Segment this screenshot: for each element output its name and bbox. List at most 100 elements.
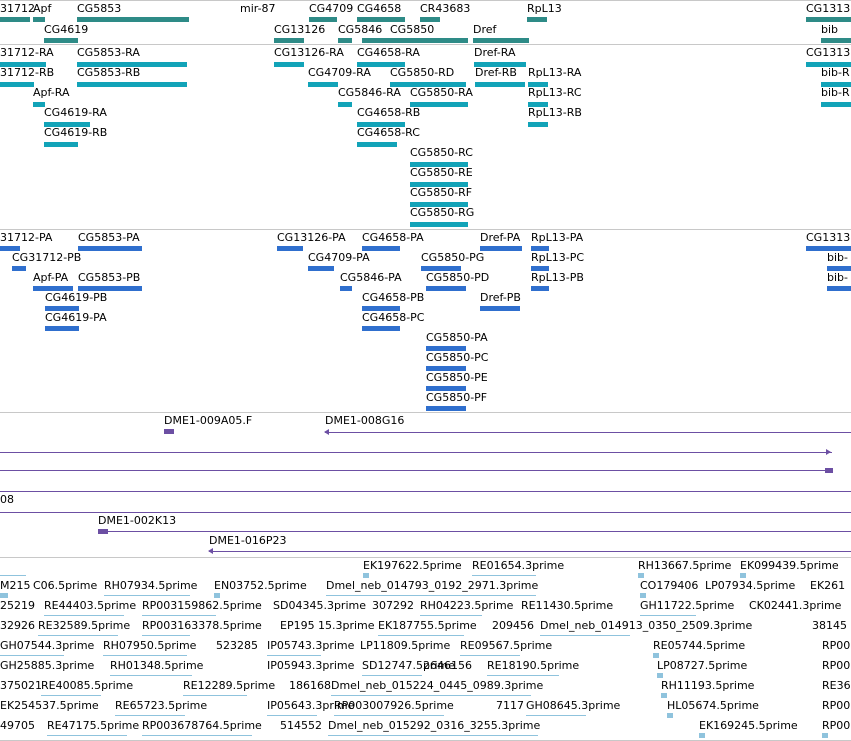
protein-bar[interactable]: [362, 326, 400, 331]
est-label[interactable]: 49705: [0, 719, 35, 732]
transcript-label[interactable]: CG5850-RE: [410, 166, 473, 179]
est-bar[interactable]: [0, 593, 8, 598]
est-label[interactable]: RH01348.5prime: [110, 659, 204, 672]
gene-label[interactable]: CR43683: [420, 2, 471, 15]
est-label[interactable]: GH11722.5prime: [640, 599, 735, 612]
gene-label[interactable]: CG5846: [338, 23, 383, 36]
gene-bar[interactable]: [0, 17, 30, 22]
est-label[interactable]: RE47175.5prime: [47, 719, 140, 732]
transcript-bar[interactable]: [528, 82, 548, 87]
est-label[interactable]: EK254537.5prime: [0, 699, 99, 712]
transcript-label[interactable]: CG5850-RF: [410, 186, 473, 199]
est-label[interactable]: CO179406: [640, 579, 699, 592]
protein-label[interactable]: CG5850-PE: [426, 371, 488, 384]
clone-line[interactable]: [0, 491, 851, 492]
protein-bar[interactable]: [78, 246, 142, 251]
est-line[interactable]: [460, 655, 520, 656]
protein-label[interactable]: bib-: [827, 271, 848, 284]
transcript-label[interactable]: CG5846-RA: [338, 86, 401, 99]
est-label[interactable]: RE18190.5prime: [487, 659, 580, 672]
est-label[interactable]: SD12747.5prime: [362, 659, 455, 672]
transcript-label[interactable]: CG5850-RD: [390, 66, 455, 79]
est-label[interactable]: RH13667.5prime: [638, 559, 732, 572]
est-label[interactable]: RE36: [822, 679, 851, 692]
est-label[interactable]: 38145: [812, 619, 847, 632]
est-line[interactable]: [104, 595, 190, 596]
est-line[interactable]: [420, 615, 482, 616]
est-bar[interactable]: [822, 733, 828, 738]
protein-label[interactable]: CG5850-PF: [426, 391, 488, 404]
est-label[interactable]: Dmel_neb_014793_0192_2971.3prime: [326, 579, 539, 592]
gene-label[interactable]: CG13126: [274, 23, 326, 36]
est-bar[interactable]: [214, 593, 220, 598]
est-line[interactable]: [267, 715, 317, 716]
protein-bar[interactable]: [421, 266, 461, 271]
transcript-label[interactable]: CG5853-RB: [77, 66, 141, 79]
est-line[interactable]: [640, 615, 696, 616]
transcript-label[interactable]: RpL13-RA: [528, 66, 582, 79]
transcript-label[interactable]: CG4619-RA: [44, 106, 107, 119]
transcript-label[interactable]: bib-R: [821, 66, 850, 79]
transcript-label[interactable]: CG4658-RB: [357, 106, 421, 119]
est-line[interactable]: [267, 655, 321, 656]
gene-bar[interactable]: [33, 17, 45, 22]
gene-label[interactable]: RpL13: [527, 2, 562, 15]
est-line[interactable]: [142, 735, 252, 736]
est-label[interactable]: C06.5prime: [33, 579, 98, 592]
est-line[interactable]: [472, 575, 536, 576]
est-label[interactable]: IP05943.3prime: [267, 659, 355, 672]
transcript-bar[interactable]: [357, 62, 405, 67]
protein-label[interactable]: CG4709-PA: [308, 251, 370, 264]
gene-label[interactable]: CG5850: [390, 23, 435, 36]
est-line[interactable]: [47, 735, 127, 736]
est-line[interactable]: [331, 695, 531, 696]
protein-bar[interactable]: [531, 286, 549, 291]
gene-bar[interactable]: [77, 17, 189, 22]
est-line[interactable]: [115, 715, 185, 716]
gene-bar[interactable]: [44, 38, 78, 43]
protein-label[interactable]: Apf-PA: [33, 271, 69, 284]
est-line[interactable]: [110, 675, 192, 676]
protein-bar[interactable]: [480, 306, 520, 311]
protein-bar[interactable]: [45, 326, 79, 331]
gene-bar[interactable]: [527, 17, 547, 22]
est-label[interactable]: RE12289.5prime: [183, 679, 276, 692]
est-label[interactable]: Dmel_neb_014913_0350_2509.3prime: [540, 619, 753, 632]
est-bar[interactable]: [653, 653, 659, 658]
transcript-label[interactable]: CG4709-RA: [308, 66, 371, 79]
est-label[interactable]: RP003163378.5prime: [142, 619, 262, 632]
clone-bar[interactable]: [164, 429, 174, 434]
est-line[interactable]: [183, 695, 247, 696]
est-bar[interactable]: [640, 593, 646, 598]
est-label[interactable]: SD04345.3prime: [273, 599, 366, 612]
est-label[interactable]: IP05743.3prime: [267, 639, 355, 652]
est-line[interactable]: [328, 735, 538, 736]
est-label[interactable]: Dmel_neb_015224_0445_0989.3prime: [331, 679, 544, 692]
transcript-bar[interactable]: [44, 142, 78, 147]
est-line[interactable]: [540, 635, 630, 636]
est-label[interactable]: EN03752.5prime: [214, 579, 307, 592]
est-label[interactable]: RE65723.5prime: [115, 699, 208, 712]
protein-bar[interactable]: [426, 406, 466, 411]
transcript-bar[interactable]: [33, 102, 45, 107]
est-label[interactable]: RP003678764.5prime: [142, 719, 262, 732]
protein-label[interactable]: Dref-PB: [480, 291, 521, 304]
clone-label[interactable]: DME1-008G16: [325, 414, 405, 427]
transcript-bar[interactable]: [44, 122, 90, 127]
protein-label[interactable]: CG5853-PA: [78, 231, 140, 244]
est-line[interactable]: [526, 715, 586, 716]
est-line[interactable]: [44, 615, 124, 616]
transcript-label[interactable]: CG5850-RA: [410, 86, 473, 99]
transcript-label[interactable]: CG4658-RC: [357, 126, 420, 139]
est-label[interactable]: RP003159862.5prime: [142, 599, 262, 612]
est-bar[interactable]: [667, 713, 673, 718]
est-label[interactable]: LP11809.5prime: [360, 639, 451, 652]
transcript-label[interactable]: CG4619-RB: [44, 126, 108, 139]
est-label[interactable]: 7117: [496, 699, 524, 712]
transcript-bar[interactable]: [410, 182, 468, 187]
protein-label[interactable]: CG13126-PA: [277, 231, 346, 244]
transcript-bar[interactable]: [390, 82, 466, 87]
est-label[interactable]: EK187755.5prime: [378, 619, 477, 632]
protein-bar[interactable]: [0, 246, 20, 251]
transcript-bar[interactable]: [77, 62, 187, 67]
